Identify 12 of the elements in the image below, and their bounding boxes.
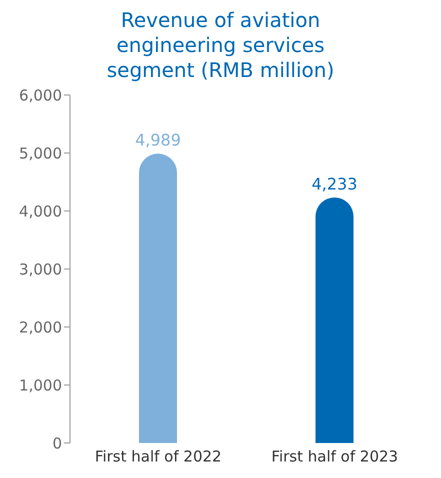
y-tick-label: 4,000 — [19, 202, 62, 220]
y-tick-label: 1,000 — [19, 376, 62, 394]
y-tick-label: 0 — [52, 434, 62, 452]
y-tick-label: 5,000 — [19, 144, 62, 162]
data-label: 4,233 — [312, 174, 358, 194]
y-tick-label: 3,000 — [19, 260, 62, 278]
y-tick-label: 6,000 — [19, 86, 62, 104]
chart-title: Revenue of aviation engineering services segment (RMB million) — [106, 8, 336, 83]
data-label: 4,989 — [135, 130, 181, 150]
x-tick-label: First half of 2023 — [271, 448, 398, 466]
y-tick-label: 2,000 — [19, 318, 62, 336]
x-tick-label: First half of 2022 — [94, 448, 222, 466]
